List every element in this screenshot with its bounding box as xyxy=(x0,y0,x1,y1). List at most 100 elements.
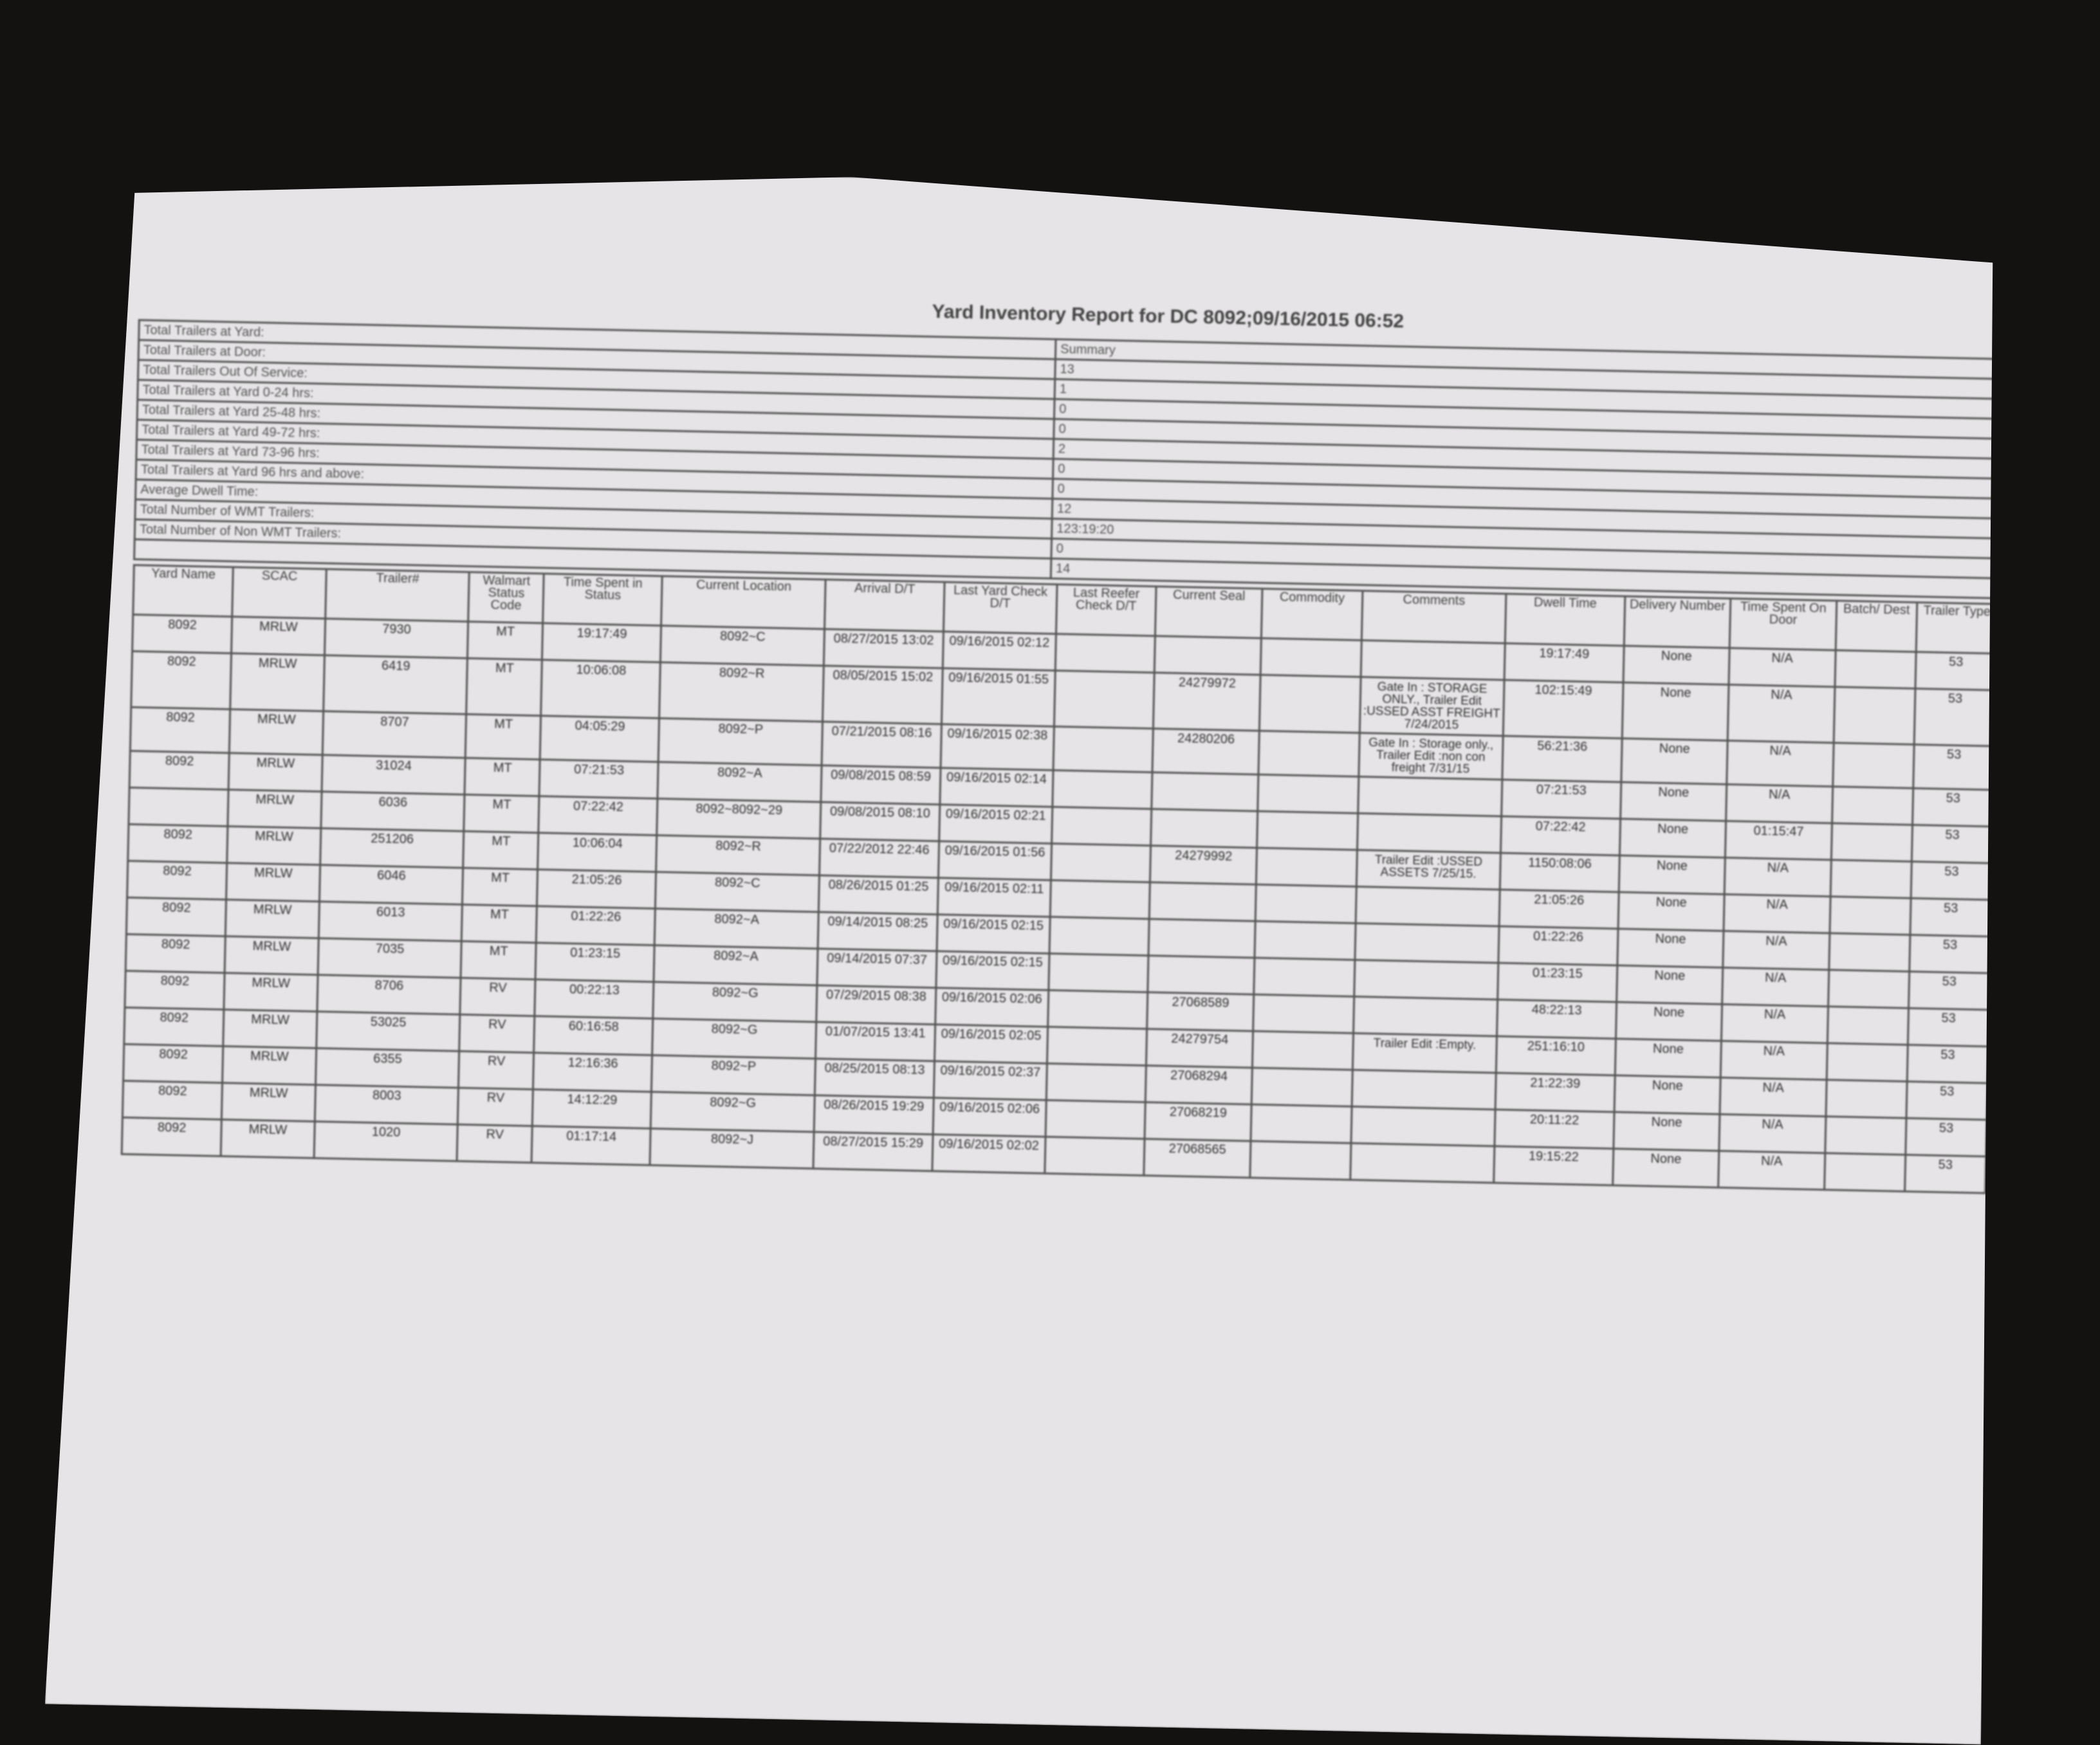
column-header: Yard Name xyxy=(133,565,234,616)
table-cell: 27068294 xyxy=(1145,1066,1252,1104)
table-cell: 6355 xyxy=(315,1048,459,1088)
table-cell: N/A xyxy=(1721,1004,1828,1043)
table-cell: 04:05:29 xyxy=(540,716,659,762)
table-cell: 8092~G xyxy=(653,982,817,1022)
table-cell xyxy=(1148,919,1255,958)
table-cell: 8092~G xyxy=(652,1019,816,1059)
table-cell: MT xyxy=(468,621,543,659)
table-cell: None xyxy=(1615,1039,1722,1077)
table-cell: 08/26/2015 01:25 xyxy=(818,875,938,915)
summary-table: Total Trailers at Yard: Summary Total Trai… xyxy=(133,319,2003,599)
table-cell xyxy=(1252,1031,1353,1070)
table-cell xyxy=(1352,1070,1497,1110)
table-cell: None xyxy=(1616,965,1723,1004)
table-cell: 09/16/2015 02:21 xyxy=(939,805,1052,844)
table-cell xyxy=(1055,634,1156,673)
table-cell xyxy=(1834,687,1915,745)
table-cell: MRLW xyxy=(227,827,321,865)
table-cell: 19:15:22 xyxy=(1494,1146,1614,1185)
table-cell: 07:22:42 xyxy=(539,796,658,836)
column-header: Current Location xyxy=(661,576,825,629)
table-cell: 8706 xyxy=(317,975,461,1015)
table-cell xyxy=(1832,787,1913,825)
table-cell: MT xyxy=(462,904,537,942)
table-cell: 8092 xyxy=(128,824,228,863)
table-cell: Trailer Edit :Empty. xyxy=(1352,1033,1497,1073)
table-cell: 09/16/2015 01:56 xyxy=(938,841,1051,881)
table-cell: 8092 xyxy=(131,651,232,709)
column-header: Batch/ Dest xyxy=(1836,601,1917,652)
table-cell xyxy=(1827,1007,1908,1045)
table-cell: 53 xyxy=(1906,1118,1987,1156)
table-cell: 21:05:26 xyxy=(1499,890,1619,929)
table-cell: MRLW xyxy=(228,790,322,828)
table-cell: 53 xyxy=(1915,652,1996,691)
table-cell: N/A xyxy=(1724,894,1830,933)
table-cell: None xyxy=(1618,892,1725,931)
table-cell xyxy=(1255,884,1356,923)
table-cell: MRLW xyxy=(221,1083,315,1122)
yard-inventory-table: Yard Name SCAC Trailer# Walmart Status Code… xyxy=(121,564,1999,1194)
table-cell: 48:22:13 xyxy=(1497,1000,1616,1039)
table-cell: 09/14/2015 08:25 xyxy=(818,912,937,951)
table-cell: None xyxy=(1616,1002,1722,1041)
table-cell: 14:12:29 xyxy=(533,1090,652,1129)
table-cell: 251:16:10 xyxy=(1496,1036,1616,1075)
table-cell: 8092 xyxy=(122,1081,222,1119)
table-cell: 1020 xyxy=(314,1122,458,1162)
table-cell xyxy=(1254,958,1355,996)
table-cell: N/A xyxy=(1719,1114,1826,1153)
table-cell: MRLW xyxy=(229,709,323,755)
table-cell: 01:17:14 xyxy=(531,1126,650,1165)
table-cell xyxy=(1250,1141,1351,1180)
table-cell: 53 xyxy=(1910,935,1991,973)
table-cell: 01/07/2015 13:41 xyxy=(816,1022,935,1061)
paper-sheet: Yard Inventory Report for DC 8092;09/16/… xyxy=(45,161,2014,1745)
table-cell: Trailer Edit :USSED ASSETS 7/25/15. xyxy=(1356,850,1501,890)
table-cell: None xyxy=(1622,682,1729,740)
table-cell xyxy=(1350,1143,1495,1183)
table-cell: N/A xyxy=(1724,857,1831,896)
table-cell xyxy=(1355,923,1500,963)
column-header: SCAC xyxy=(232,567,326,619)
table-cell xyxy=(1045,1100,1146,1138)
table-cell: 09/16/2015 02:05 xyxy=(934,1025,1047,1064)
table-cell: MT xyxy=(464,794,539,832)
table-cell: 6419 xyxy=(324,655,468,715)
table-cell xyxy=(1828,933,1910,972)
table-cell: MRLW xyxy=(223,1046,317,1085)
table-cell: 8092~P xyxy=(652,1055,816,1095)
table-cell: 10:06:04 xyxy=(538,833,657,872)
table-cell xyxy=(1047,1027,1147,1065)
table-cell: 00:22:13 xyxy=(535,980,654,1019)
table-cell xyxy=(1046,1063,1147,1102)
table-cell: 8092 xyxy=(122,1117,221,1156)
table-cell: 19:17:49 xyxy=(1504,643,1624,682)
table-cell xyxy=(1259,675,1360,733)
column-header: Time Spent in Status xyxy=(543,574,663,626)
table-cell: N/A xyxy=(1718,1151,1825,1189)
table-cell xyxy=(1047,990,1148,1028)
column-header: Dwell Time xyxy=(1505,594,1625,646)
table-cell: None xyxy=(1614,1075,1721,1114)
table-cell: N/A xyxy=(1723,931,1830,969)
table-cell xyxy=(1830,860,1911,899)
table-cell: 07/22/2012 22:46 xyxy=(820,839,939,878)
report: Yard Inventory Report for DC 8092;09/16/… xyxy=(121,284,2005,1194)
table-cell: MRLW xyxy=(225,936,318,975)
table-cell: 53 xyxy=(1906,1081,1987,1120)
table-cell: 53025 xyxy=(317,1012,461,1052)
table-cell: 09/08/2015 08:59 xyxy=(821,765,941,805)
table-cell xyxy=(1830,897,1911,935)
table-cell xyxy=(1049,917,1150,955)
table-cell: 8092 xyxy=(125,934,225,973)
table-cell: 8092 xyxy=(124,1007,224,1046)
table-cell: 8707 xyxy=(322,711,466,758)
table-cell: 251206 xyxy=(320,828,465,868)
table-cell: 8092 xyxy=(130,707,230,753)
table-cell: 07/29/2015 08:38 xyxy=(816,985,936,1025)
table-cell: N/A xyxy=(1727,684,1834,742)
table-cell: 21:22:39 xyxy=(1495,1073,1615,1112)
column-header: Last Reefer Check D/T xyxy=(1056,585,1156,636)
table-cell: MT xyxy=(466,714,541,759)
